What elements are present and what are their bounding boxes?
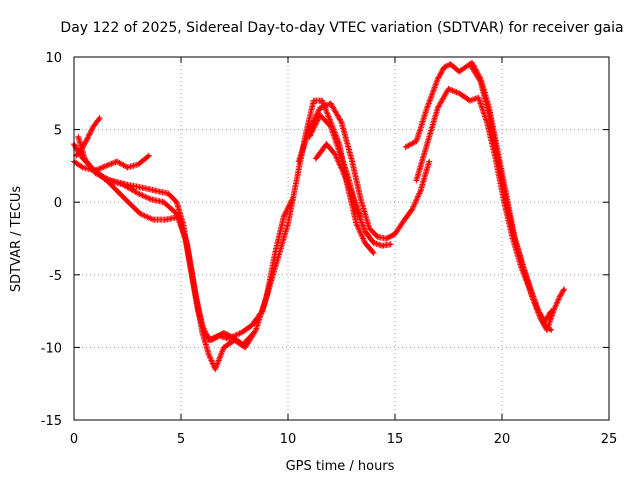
x-tick-label: 5 (177, 432, 185, 447)
y-tick-label: 0 (54, 196, 62, 211)
series-markers (466, 61, 555, 333)
series-markers (92, 152, 152, 174)
x-tick-label: 15 (387, 432, 404, 447)
series-track-8 (312, 141, 364, 220)
y-tick-label: -10 (41, 341, 62, 356)
x-tick-label: 20 (494, 432, 511, 447)
x-tick-label: 0 (70, 432, 78, 447)
x-tick-label: 10 (280, 432, 297, 447)
axis-ticks: 0 5 10 15 20 25 -15 -10 -5 0 5 10 (41, 51, 618, 447)
plot-frame (73, 56, 610, 421)
y-tick-label: -5 (49, 269, 62, 284)
series-track-4 (73, 115, 103, 159)
series-track-5 (92, 152, 152, 174)
chart-title: Day 122 of 2025, Sidereal Day-to-day VTE… (60, 20, 623, 36)
series-markers (312, 141, 364, 220)
data-layer (71, 59, 568, 373)
y-tick-label: -15 (41, 414, 62, 429)
x-tick-label: 25 (601, 432, 618, 447)
y-tick-label: 5 (54, 124, 62, 139)
series-markers (73, 115, 103, 159)
x-axis-title: GPS time / hours (286, 459, 395, 474)
series-track-7 (306, 112, 394, 249)
y-tick-label: 10 (45, 51, 62, 66)
grid (74, 57, 609, 420)
series-markers (295, 100, 433, 242)
series-track-11 (466, 61, 555, 333)
series-track-6 (295, 100, 433, 242)
y-axis-title: SDTVAR / TECUs (9, 186, 24, 293)
